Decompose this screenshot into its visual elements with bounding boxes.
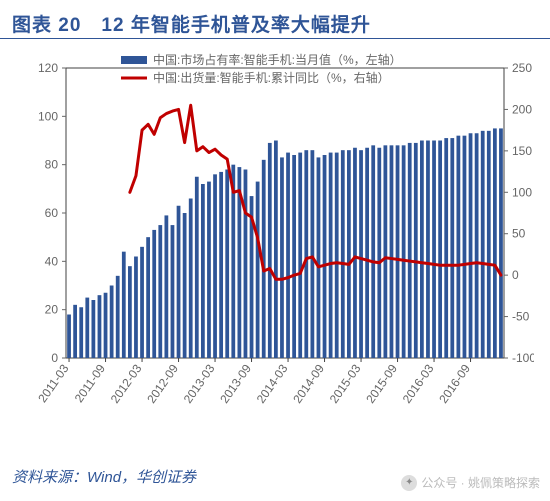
svg-text:50: 50 [512, 227, 526, 241]
svg-text:2012-03: 2012-03 [108, 361, 145, 405]
svg-text:2013-03: 2013-03 [181, 361, 218, 405]
svg-text:中国:市场占有率:智能手机:当月值（%，左轴）: 中国:市场占有率:智能手机:当月值（%，左轴） [153, 52, 402, 67]
svg-text:120: 120 [38, 61, 58, 75]
svg-text:100: 100 [38, 109, 58, 123]
svg-text:2016-09: 2016-09 [436, 361, 473, 405]
svg-text:40: 40 [45, 254, 59, 268]
svg-text:100: 100 [512, 185, 532, 199]
svg-text:60: 60 [45, 206, 59, 220]
chart-title: 图表 20 12 年智能手机普及率大幅提升 [12, 10, 371, 37]
title-rule [0, 38, 550, 39]
svg-text:2011-09: 2011-09 [72, 361, 108, 405]
source-text: 资料来源：Wind，华创证券 [12, 466, 196, 487]
svg-text:0: 0 [512, 268, 519, 282]
svg-text:80: 80 [45, 158, 59, 172]
chart-area: 中国:市场占有率:智能手机:当月值（%，左轴） 中国:出货量:智能手机:累计同比（… [16, 46, 534, 444]
svg-text:2015-09: 2015-09 [363, 361, 400, 405]
svg-text:2014-03: 2014-03 [254, 361, 291, 405]
watermark-text: 公众号 · 姚佩策略探索 [421, 474, 540, 491]
svg-text:2014-09: 2014-09 [290, 361, 327, 405]
chart-svg: 中国:市场占有率:智能手机:当月值（%，左轴） 中国:出货量:智能手机:累计同比（… [16, 46, 534, 444]
svg-text:中国:出货量:智能手机:累计同比（%，右轴）: 中国:出货量:智能手机:累计同比（%，右轴） [153, 70, 390, 85]
watermark: ✦ 公众号 · 姚佩策略探索 [401, 474, 540, 491]
svg-text:-100: -100 [512, 351, 534, 365]
svg-text:0: 0 [51, 351, 58, 365]
svg-text:2016-03: 2016-03 [400, 361, 437, 405]
svg-text:200: 200 [512, 102, 532, 116]
svg-text:250: 250 [512, 61, 532, 75]
svg-text:2013-09: 2013-09 [217, 361, 254, 405]
svg-text:2011-03: 2011-03 [35, 361, 71, 405]
svg-text:20: 20 [45, 303, 59, 317]
svg-text:-50: -50 [512, 310, 530, 324]
svg-text:2015-03: 2015-03 [327, 361, 364, 405]
svg-text:2012-09: 2012-09 [144, 361, 181, 405]
wechat-icon: ✦ [401, 475, 417, 491]
svg-text:150: 150 [512, 144, 532, 158]
